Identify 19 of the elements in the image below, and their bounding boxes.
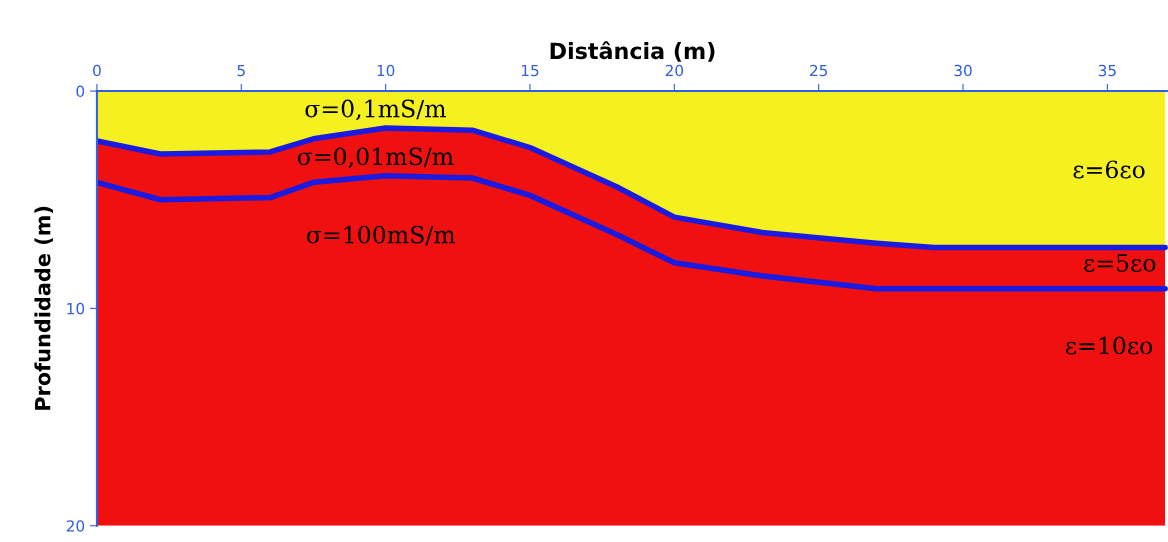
x-tick-label: 0	[93, 64, 101, 77]
annotation: σ=0,1mS/m	[305, 99, 446, 121]
y-tick-label: 10	[67, 302, 85, 315]
x-tick-label: 30	[954, 64, 972, 77]
x-tick-label: 35	[1098, 64, 1116, 77]
x-tick-label: 15	[521, 64, 539, 77]
x-tick-label: 25	[810, 64, 828, 77]
x-tick-label: 20	[665, 64, 684, 77]
y-tick-label: 0	[76, 85, 85, 98]
annotation: ε=6εo	[1073, 160, 1145, 179]
y-tick-label: 20	[66, 520, 85, 532]
y-axis-title: Profundidade (m)	[34, 206, 53, 410]
annotation: σ=0,01mS/m	[297, 147, 454, 169]
annotation: ε=5εo	[1084, 254, 1156, 272]
x-tick-label: 5	[237, 64, 245, 77]
x-axis-title: Distância (m)	[550, 41, 715, 62]
x-tick-label: 10	[377, 64, 395, 77]
annotation: σ=100mS/m	[307, 225, 456, 246]
annotation: ε=10εo	[1066, 336, 1153, 355]
